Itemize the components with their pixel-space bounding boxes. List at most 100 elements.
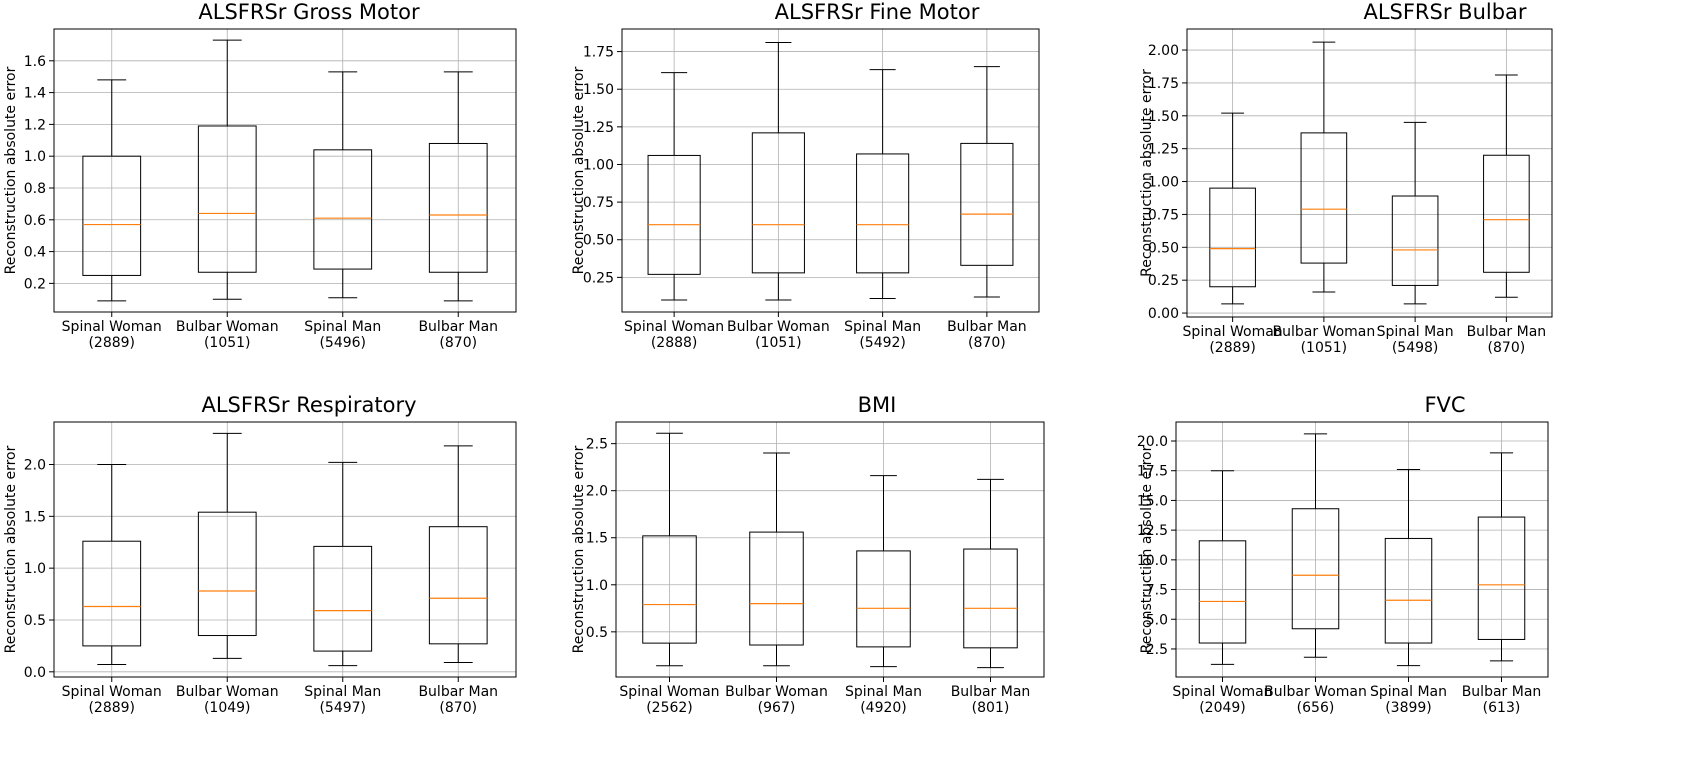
y-tick-label: 0.8: [24, 181, 46, 197]
axes-frame: [53, 421, 517, 678]
box-iqr: [313, 149, 373, 270]
y-axis-label: Reconstruction absolute error: [3, 66, 19, 274]
box-2: [1384, 469, 1433, 667]
box-3: [1483, 74, 1530, 298]
x-tick-label: Bulbar Man: [1467, 324, 1547, 340]
x-tick-count: (870): [968, 335, 1006, 351]
box-iqr: [647, 154, 701, 275]
box-3: [1477, 452, 1526, 662]
x-tick-label: Bulbar Man: [1462, 684, 1542, 700]
y-tick-label: 2.00: [1148, 43, 1179, 59]
y-tick-label: 2.0: [24, 458, 46, 474]
chart-plot: 0.2 0.4 0.6 0.8 1.0 1.2 1.4 1.6 Spinal Woman(288…: [3, 28, 517, 351]
x-tick-label: Spinal Man: [304, 319, 381, 335]
y-tick-label: 0.50: [583, 233, 614, 249]
x-tick-count: (3899): [1385, 700, 1432, 716]
box-2: [856, 475, 911, 668]
y-tick-label: 0.6: [24, 213, 46, 229]
x-tick-count: (2889): [88, 700, 135, 716]
chart-title: FVC: [1424, 393, 1466, 417]
box-1: [751, 42, 805, 301]
x-tick-count: (967): [758, 700, 796, 716]
box-iqr: [197, 125, 257, 273]
axes-frame: [1175, 421, 1549, 678]
x-tick-count: (1051): [1301, 340, 1348, 356]
x-tick-count: (4920): [860, 700, 907, 716]
x-tick-label: Spinal Woman: [1172, 684, 1272, 700]
box-iqr: [856, 153, 910, 274]
y-tick-label: 0.4: [24, 245, 46, 261]
y-tick-label: 15.0: [1137, 493, 1168, 509]
x-tick-label: Spinal Man: [844, 319, 921, 335]
box-2: [1391, 121, 1439, 305]
box-iqr: [82, 540, 142, 647]
x-tick-label: Bulbar Man: [418, 684, 498, 700]
box-iqr: [197, 511, 257, 637]
y-tick-label: 0.2: [24, 276, 46, 292]
x-tick-label: Bulbar Woman: [176, 319, 279, 335]
y-tick-label: 0.75: [1148, 207, 1179, 223]
y-tick-label: 2.5: [1146, 642, 1168, 658]
box-iqr: [749, 531, 804, 646]
box-iqr: [751, 132, 805, 274]
axes-frame: [53, 28, 517, 313]
chart-plot: 0.0 0.5 1.0 1.5 2.0 Spinal Woman(2889) Bulbar …: [3, 421, 517, 716]
x-tick-label: Bulbar Woman: [1273, 324, 1376, 340]
y-tick-label: 0.25: [1148, 273, 1179, 289]
box-0: [642, 432, 697, 667]
chart-panel-respiratory: ALSFRSr Respiratory 0.0 0.5 1.0 1.5 2.0 Spina…: [0, 390, 568, 780]
y-axis-label: Reconstruction absolute error: [3, 445, 19, 653]
chart-title: ALSFRSr Fine Motor: [774, 0, 980, 24]
y-tick-label: 1.75: [1148, 76, 1179, 92]
x-tick-count: (2888): [651, 335, 698, 351]
y-tick-label: 1.5: [586, 531, 608, 547]
y-tick-label: 0.00: [1148, 306, 1179, 322]
axes-frame: [621, 28, 1040, 313]
y-tick-label: 1.6: [24, 54, 46, 70]
chart-title: ALSFRSr Bulbar: [1363, 0, 1527, 24]
x-tick-count: (2049): [1199, 700, 1246, 716]
box-0: [647, 72, 701, 301]
chart-panel-fine-motor: ALSFRSr Fine Motor 0.25 0.50 0.75 1.00 1.25 1…: [568, 0, 1136, 390]
box-2: [313, 461, 373, 667]
y-tick-label: 0.25: [583, 270, 614, 286]
x-tick-label: Spinal Man: [304, 684, 381, 700]
x-tick-label: Bulbar Woman: [176, 684, 279, 700]
chart-panel-fvc: FVC 2.5 5.0 7.5 10.0 12.5 15.0 17.5 20.0 Spinal …: [1136, 390, 1704, 780]
axes-frame: [615, 421, 1045, 678]
box-0: [1209, 112, 1256, 305]
box-iqr: [428, 142, 488, 273]
x-tick-label: Spinal Woman: [1183, 324, 1283, 340]
y-tick-label: 0.5: [586, 625, 608, 641]
y-tick-label: 1.4: [24, 86, 46, 102]
y-tick-label: 1.25: [583, 120, 614, 136]
x-tick-label: Bulbar Woman: [1264, 684, 1367, 700]
x-tick-count: (2889): [1209, 340, 1256, 356]
y-tick-label: 1.25: [1148, 142, 1179, 158]
chart-plot: 0.5 1.0 1.5 2.0 2.5 Spinal Woman(2562) Bulbar …: [571, 421, 1045, 716]
y-tick-label: 10.0: [1137, 553, 1168, 569]
y-tick-label: 2.0: [586, 484, 608, 500]
y-tick-label: 17.5: [1137, 464, 1168, 480]
chart-plot: 0.00 0.25 0.50 0.75 1.00 1.25 1.50 1.75 2.00 Spin…: [1139, 28, 1553, 356]
y-tick-label: 2.5: [586, 437, 608, 453]
box-iqr: [1483, 154, 1530, 273]
box-0: [1198, 470, 1247, 665]
y-tick-label: 0.50: [1148, 240, 1179, 256]
y-tick-label: 0.0: [24, 665, 46, 681]
box-iqr: [960, 142, 1014, 266]
x-tick-label: Bulbar Man: [947, 319, 1027, 335]
box-1: [749, 452, 804, 667]
y-tick-label: 1.50: [583, 82, 614, 98]
box-iqr: [1391, 195, 1439, 286]
y-axis-label: Reconstruction absolute error: [1139, 69, 1155, 277]
y-tick-label: 1.75: [583, 45, 614, 61]
box-3: [963, 478, 1018, 669]
chart-plot: 0.25 0.50 0.75 1.00 1.25 1.50 1.75 Spinal Woman…: [571, 28, 1040, 351]
x-tick-label: Spinal Woman: [62, 319, 162, 335]
box-iqr: [642, 535, 697, 644]
box-0: [82, 464, 142, 666]
y-axis-label: Reconstruction absolute error: [1139, 445, 1155, 653]
x-tick-count: (870): [439, 335, 477, 351]
x-tick-label: Spinal Woman: [624, 319, 724, 335]
